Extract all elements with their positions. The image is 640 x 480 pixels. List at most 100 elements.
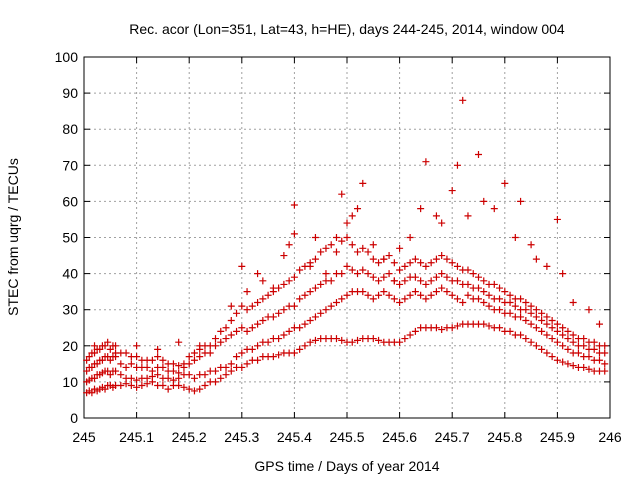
data-point <box>212 367 219 375</box>
data-point <box>243 306 251 314</box>
data-point <box>227 331 235 339</box>
data-point <box>501 179 509 187</box>
data-point <box>417 259 425 267</box>
data-point <box>180 383 188 391</box>
data-point <box>496 306 504 314</box>
data-point <box>233 353 241 361</box>
y-tick-label: 90 <box>62 85 78 101</box>
data-point <box>248 302 256 310</box>
data-point <box>564 327 572 335</box>
data-point <box>133 376 141 384</box>
data-point <box>601 342 609 350</box>
data-point <box>569 362 577 370</box>
data-point <box>438 219 446 227</box>
data-point <box>306 317 314 325</box>
x-tick-label: 245.3 <box>224 429 259 445</box>
y-tick-label: 40 <box>62 266 78 282</box>
data-point <box>143 374 151 382</box>
data-point <box>117 382 125 390</box>
data-point <box>553 215 561 223</box>
data-point <box>285 277 293 285</box>
data-point <box>175 382 183 390</box>
data-point <box>438 284 446 292</box>
data-point <box>348 266 356 274</box>
data-point <box>548 324 556 332</box>
data-point <box>401 262 409 270</box>
data-point <box>254 298 262 306</box>
data-point <box>88 389 96 397</box>
data-point <box>317 280 325 288</box>
data-point <box>543 313 551 321</box>
data-point <box>127 374 135 382</box>
data-point <box>217 374 225 382</box>
data-point <box>517 197 525 205</box>
data-point <box>190 356 198 364</box>
data-point <box>601 367 609 375</box>
data-point <box>348 212 356 220</box>
data-point <box>106 371 114 379</box>
data-point <box>233 327 241 335</box>
data-point <box>259 277 267 285</box>
data-point <box>306 288 314 296</box>
data-point <box>301 342 309 350</box>
data-point <box>338 336 346 344</box>
data-point <box>459 298 467 306</box>
data-point <box>390 295 398 303</box>
data-point <box>559 270 567 278</box>
data-point <box>427 277 435 285</box>
data-point <box>496 324 504 332</box>
data-point <box>543 262 551 270</box>
data-point <box>311 234 319 241</box>
data-point <box>117 371 125 379</box>
data-point <box>522 306 530 314</box>
data-point <box>201 382 209 390</box>
data-point <box>527 302 535 310</box>
data-point <box>190 349 198 357</box>
data-point <box>348 241 356 249</box>
data-point <box>485 322 493 330</box>
data-point <box>285 241 293 249</box>
data-point <box>480 277 488 285</box>
data-point <box>406 331 414 339</box>
data-point <box>343 291 351 299</box>
data-point <box>133 383 141 391</box>
data-point <box>190 387 198 395</box>
data-point <box>222 335 230 343</box>
data-point <box>322 306 330 314</box>
data-point <box>296 295 304 303</box>
data-point <box>411 273 419 281</box>
data-point <box>83 367 91 375</box>
data-point <box>212 378 219 386</box>
data-point <box>185 385 193 393</box>
data-point <box>254 320 262 328</box>
data-point <box>453 322 461 330</box>
data-point <box>464 266 472 274</box>
data-point <box>227 360 235 368</box>
y-tick-label: 10 <box>62 374 78 390</box>
data-point <box>290 349 298 357</box>
data-point <box>448 187 456 195</box>
x-tick-label: 245.9 <box>540 429 575 445</box>
data-point <box>317 309 325 317</box>
data-point <box>101 385 109 393</box>
x-axis-label: GPS time / Days of year 2014 <box>254 458 439 474</box>
y-tick-label: 30 <box>62 302 78 318</box>
y-tick-label: 50 <box>62 230 78 246</box>
data-point <box>553 320 561 328</box>
data-point <box>106 345 114 353</box>
data-point <box>522 298 530 306</box>
data-point <box>338 295 346 303</box>
data-point <box>464 280 472 288</box>
data-point <box>254 270 262 278</box>
data-point <box>385 291 393 299</box>
data-point <box>506 298 514 306</box>
data-point <box>254 342 262 350</box>
data-point <box>185 353 193 361</box>
data-point <box>133 342 141 350</box>
data-point <box>506 291 514 299</box>
data-point <box>248 324 256 332</box>
data-point <box>338 237 346 245</box>
data-point <box>511 234 519 241</box>
data-point <box>369 335 377 343</box>
data-point <box>485 291 493 299</box>
